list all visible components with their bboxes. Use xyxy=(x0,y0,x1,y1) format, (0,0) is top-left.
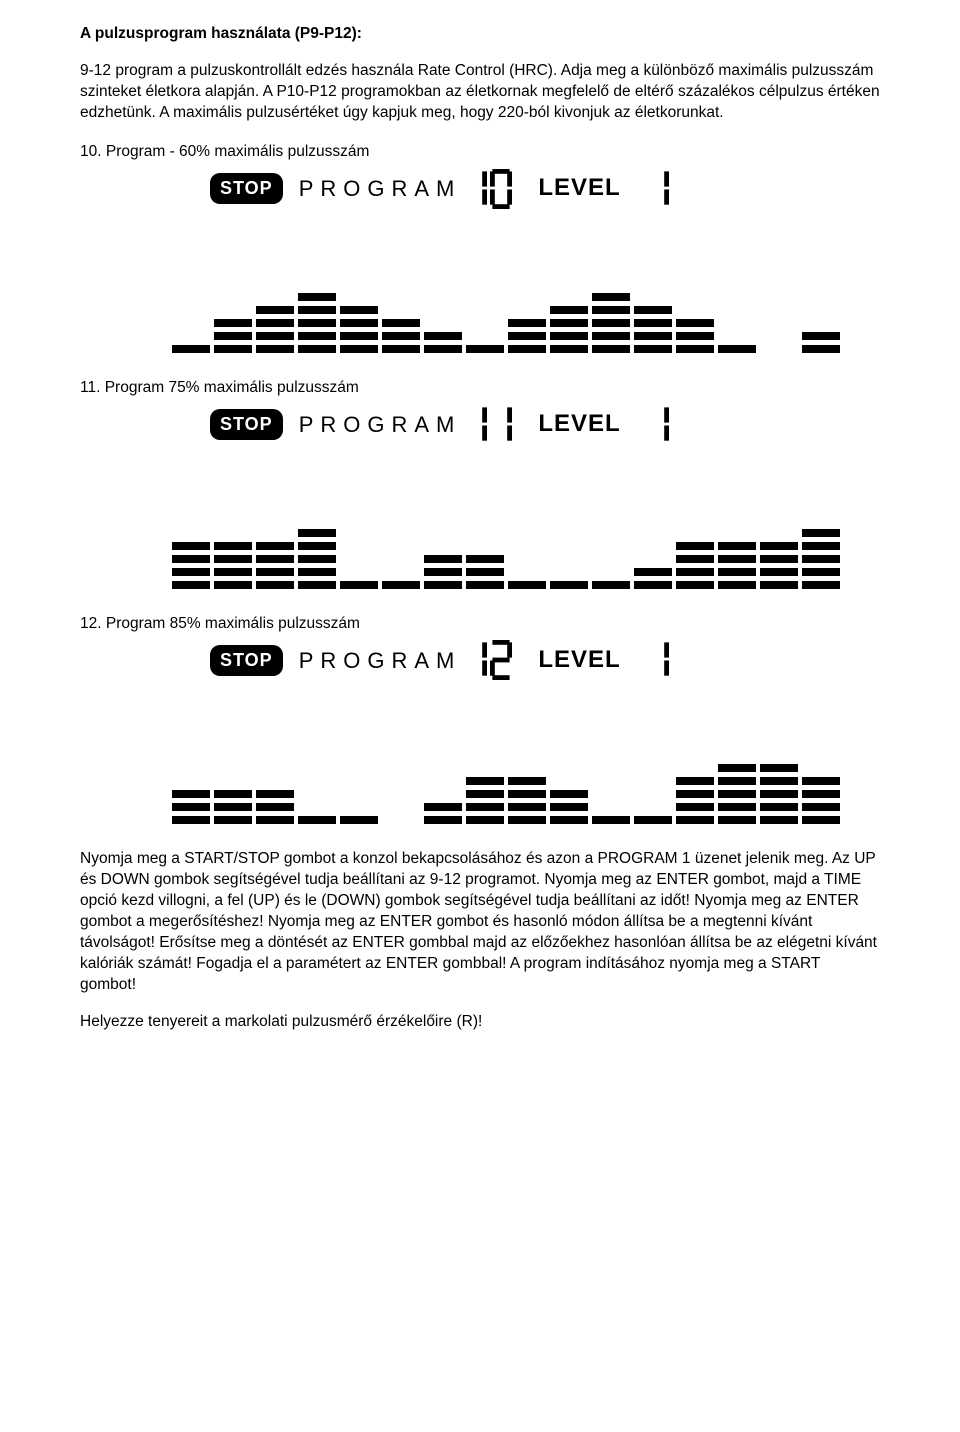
program-label: PROGRAM xyxy=(299,646,462,676)
level-label: LEVEL xyxy=(538,408,620,440)
lcd-display: STOP PROGRAM LEVEL xyxy=(80,405,880,445)
page-title: A pulzusprogram használata (P9-P12): xyxy=(80,24,880,45)
lcd-display: STOP PROGRAM LEVEL xyxy=(80,169,880,209)
resistance-profile-chart xyxy=(80,684,880,829)
stop-badge: STOP xyxy=(210,173,283,203)
program-heading: 12. Program 85% maximális pulzusszám xyxy=(80,614,880,635)
program-heading: 10. Program - 60% maximális pulzusszám xyxy=(80,142,880,163)
program-number-digits xyxy=(465,640,512,680)
stop-badge: STOP xyxy=(210,409,283,439)
intro-paragraph: 9-12 program a pulzuskontrollált edzés h… xyxy=(80,61,880,124)
program-heading: 11. Program 75% maximális pulzusszám xyxy=(80,378,880,399)
outro-paragraph: Nyomja meg a START/STOP gombot a konzol … xyxy=(80,849,880,995)
program-number-digits xyxy=(465,405,512,445)
program-section: 10. Program - 60% maximális pulzusszám ST… xyxy=(80,142,880,358)
level-label: LEVEL xyxy=(538,644,620,676)
resistance-profile-chart xyxy=(80,213,880,358)
program-label: PROGRAM xyxy=(299,174,462,204)
program-section: 11. Program 75% maximális pulzusszám STOP… xyxy=(80,378,880,594)
level-value-digits xyxy=(647,405,669,445)
level-value-digits xyxy=(647,169,669,209)
lcd-display: STOP PROGRAM LEVEL xyxy=(80,640,880,680)
resistance-profile-chart xyxy=(80,449,880,594)
program-label: PROGRAM xyxy=(299,410,462,440)
program-section: 12. Program 85% maximális pulzusszám STOP… xyxy=(80,614,880,830)
stop-badge: STOP xyxy=(210,645,283,675)
level-label: LEVEL xyxy=(538,172,620,204)
program-number-digits xyxy=(465,169,512,209)
final-line: Helyezze tenyereit a markolati pulzusmér… xyxy=(80,1012,880,1033)
level-value-digits xyxy=(647,640,669,680)
